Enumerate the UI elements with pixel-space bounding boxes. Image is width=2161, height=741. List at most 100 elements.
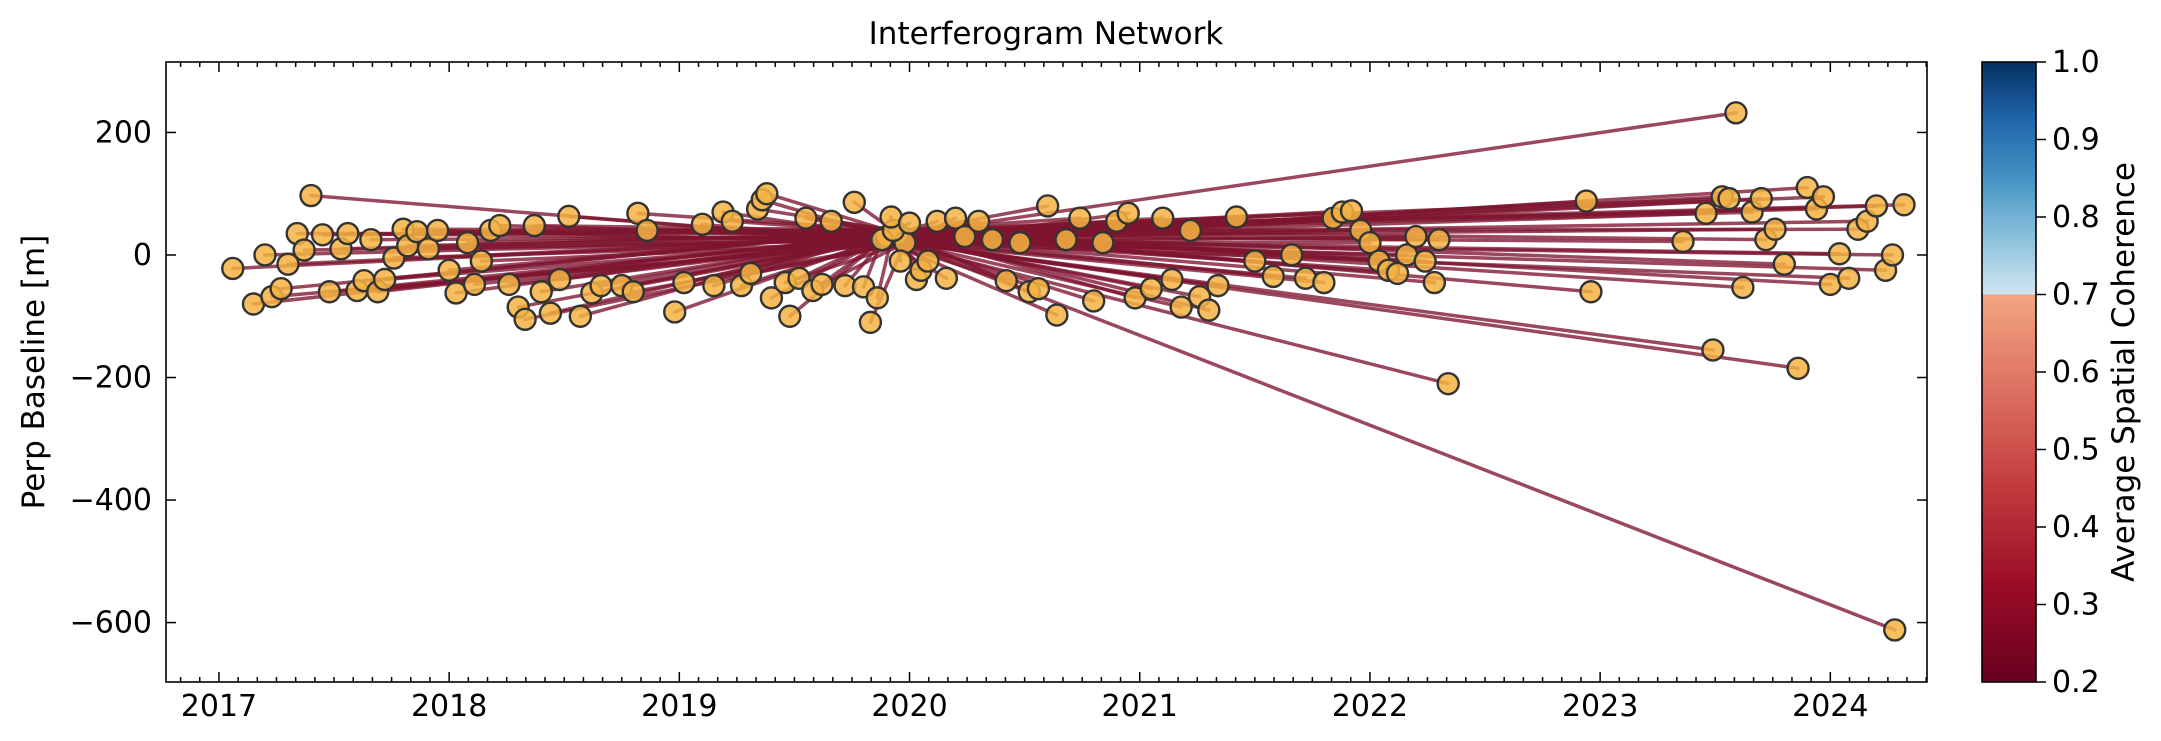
acquisition-node xyxy=(1731,275,1755,300)
acquisition-node xyxy=(310,223,335,247)
acquisition-node xyxy=(994,269,1018,293)
acquisition-node xyxy=(1837,266,1861,290)
acquisition-node xyxy=(416,237,441,261)
acquisition-node xyxy=(1261,264,1285,289)
acquisition-node xyxy=(1724,101,1748,125)
acquisition-node xyxy=(1008,231,1032,255)
acquisition-node xyxy=(1035,194,1060,218)
acquisition-node xyxy=(317,280,342,304)
x-tick-label: 2018 xyxy=(411,689,487,724)
acquisition-node xyxy=(568,304,593,328)
acquisition-node xyxy=(810,272,834,297)
acquisition-node xyxy=(702,273,726,298)
acquisition-node xyxy=(1197,298,1221,322)
acquisition-node xyxy=(934,266,959,290)
acquisition-node xyxy=(1880,243,1905,267)
network-edge xyxy=(880,237,1450,386)
acquisition-node xyxy=(1045,303,1069,327)
acquisition-node xyxy=(1116,201,1140,226)
x-axis: 2017 2018 2019 2020 2021 2022 2023 2024 xyxy=(179,62,1927,724)
y-tick-label: −600 xyxy=(70,606,152,641)
acquisition-node xyxy=(1413,249,1437,273)
acquisition-node xyxy=(1574,189,1599,213)
acquisition-node xyxy=(513,307,537,332)
colorbar-label: Average Spatial Coherence xyxy=(2106,162,2142,582)
acquisition-node xyxy=(953,224,977,249)
network-edge xyxy=(880,237,1800,371)
acquisition-node xyxy=(292,238,316,262)
colorbar: 1.0 0.9 0.8 0.7 0.6 0.5 0.4 0.3 0.2 Average Spat… xyxy=(1981,45,2142,700)
acquisition-node xyxy=(547,267,572,292)
acquisition-node xyxy=(1892,193,1916,217)
x-tick-label: 2024 xyxy=(1792,689,1868,724)
acquisition-node xyxy=(336,221,360,246)
colorbar-upper-segment xyxy=(1982,62,2036,295)
network-edge xyxy=(891,202,1906,233)
colorbar-tick-label: 0.4 xyxy=(2052,510,2100,545)
acquisition-node xyxy=(858,310,883,335)
acquisition-node xyxy=(1427,227,1451,252)
acquisition-node xyxy=(672,270,696,295)
colorbar-tick-label: 0.9 xyxy=(2052,123,2100,158)
acquisition-node xyxy=(1717,186,1741,211)
acquisition-node xyxy=(221,256,245,281)
acquisition-node xyxy=(1178,218,1203,243)
acquisition-node xyxy=(1749,186,1773,211)
acquisition-node xyxy=(1243,249,1267,273)
y-tick-label: 0 xyxy=(133,238,152,273)
acquisition-node xyxy=(1312,270,1336,295)
x-tick-label: 2017 xyxy=(181,689,257,724)
acquisition-node xyxy=(299,183,323,208)
colorbar-tick-label: 0.2 xyxy=(2052,665,2100,700)
acquisition-node xyxy=(522,213,547,238)
y-tick-label: −400 xyxy=(70,483,152,518)
acquisition-node xyxy=(819,209,843,233)
colorbar-tick-label: 0.5 xyxy=(2052,433,2100,468)
acquisition-node xyxy=(1279,243,1304,267)
network-edge xyxy=(884,111,1738,239)
acquisition-node xyxy=(1671,229,1695,254)
acquisition-node xyxy=(778,304,802,328)
acquisition-node xyxy=(359,227,383,252)
acquisition-node xyxy=(1206,273,1230,298)
acquisition-node xyxy=(1864,194,1889,218)
acquisition-node xyxy=(1026,276,1051,301)
acquisition-node xyxy=(589,273,613,298)
acquisition-node xyxy=(1579,280,1603,304)
acquisition-node xyxy=(469,249,494,273)
acquisition-node xyxy=(1694,201,1718,226)
colorbar-tick-label: 0.8 xyxy=(2052,200,2100,235)
acquisition-node xyxy=(759,286,784,310)
acquisition-node xyxy=(1151,206,1175,230)
acquisition-node xyxy=(943,206,968,230)
y-tick-label: −200 xyxy=(70,361,152,396)
x-tick-label: 2021 xyxy=(1102,689,1178,724)
acquisition-node xyxy=(738,261,763,286)
plot-background xyxy=(166,62,1927,682)
acquisition-node xyxy=(916,249,940,273)
acquisition-node xyxy=(1827,242,1852,266)
colorbar-tick-label: 0.3 xyxy=(2052,588,2100,623)
acquisition-node xyxy=(1701,338,1725,362)
acquisition-node xyxy=(1160,267,1184,292)
acquisition-node xyxy=(635,218,659,243)
acquisition-node xyxy=(437,258,461,283)
acquisition-node xyxy=(1081,289,1106,313)
acquisition-node xyxy=(794,206,818,230)
acquisition-node xyxy=(1169,295,1193,319)
y-tick-label: 200 xyxy=(95,115,152,150)
plot-area: 2017 2018 2019 2020 2021 2022 2023 2024 200 0 −20… xyxy=(70,61,1928,724)
acquisition-node xyxy=(276,252,300,276)
x-tick-label: 2022 xyxy=(1332,689,1408,724)
colorbar-tick-label: 0.7 xyxy=(2052,278,2100,313)
x-tick-label: 2020 xyxy=(871,689,947,724)
acquisition-node xyxy=(538,301,563,325)
network-edge xyxy=(884,234,1897,632)
acquisition-node xyxy=(1811,185,1836,209)
acquisition-node xyxy=(755,182,779,206)
acquisition-node xyxy=(1763,217,1787,241)
acquisition-node xyxy=(1139,276,1163,301)
network-edge xyxy=(599,231,900,288)
x-tick-label: 2023 xyxy=(1562,689,1638,724)
